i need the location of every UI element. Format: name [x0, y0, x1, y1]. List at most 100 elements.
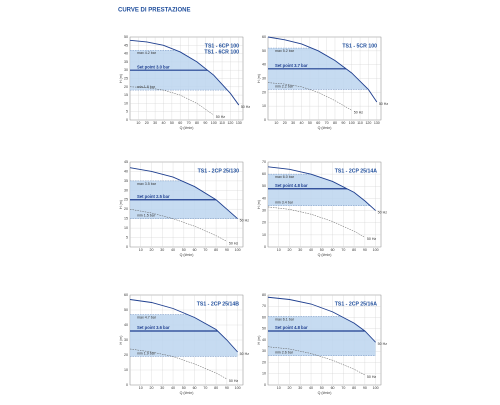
- min-label: min 1.9 bar: [137, 351, 156, 355]
- x-axis-label: Q (l/min): [180, 391, 194, 395]
- y-tick-label: 40: [124, 169, 128, 173]
- y-tick-label: 30: [124, 68, 128, 72]
- y-tick-label: 50: [124, 35, 128, 39]
- y-tick-label: 25: [124, 76, 128, 80]
- curve-end-label: 50 Hz: [240, 219, 250, 223]
- min-label: min 1.8 bar: [137, 85, 156, 89]
- y-tick-label: 25: [124, 198, 128, 202]
- x-tick-label: 20: [288, 248, 292, 252]
- x-tick-label: 50: [182, 248, 186, 252]
- chart-title: TS1 - 6CP 100: [205, 43, 239, 49]
- x-tick-label: 70: [325, 121, 329, 125]
- x-tick-label: 70: [341, 248, 345, 252]
- x-tick-label: 20: [150, 386, 154, 390]
- curve-end-label: 50 Hz: [229, 379, 239, 383]
- y-tick-label: 10: [262, 233, 266, 237]
- y-tick-label: 40: [124, 52, 128, 56]
- y-axis-label: H (m): [119, 74, 123, 83]
- y-tick-label: 60: [262, 315, 266, 319]
- y-tick-label: 20: [262, 90, 266, 94]
- x-tick-label: 90: [363, 386, 367, 390]
- chart-title: TS1 - 5CR 100: [342, 43, 377, 49]
- y-tick-label: 35: [124, 60, 128, 64]
- x-tick-label: 100: [211, 121, 217, 125]
- x-tick-label: 10: [277, 386, 281, 390]
- y-tick-label: 80: [262, 293, 266, 297]
- max-label: max 3.5 bar: [137, 182, 157, 186]
- y-tick-label: 60: [262, 35, 266, 39]
- y-tick-label: 35: [124, 179, 128, 183]
- y-tick-label: 10: [262, 104, 266, 108]
- x-tick-label: 70: [203, 248, 207, 252]
- x-tick-label: 40: [309, 386, 313, 390]
- setpoint-label: Set point 3.6 bar: [137, 325, 170, 330]
- x-axis-label: Q (l/min): [180, 253, 194, 257]
- x-tick-label: 90: [203, 121, 207, 125]
- chart-title: TS1 - 2CP 25/16A: [335, 301, 378, 307]
- chart-title: TS1 - 2CP 25/14A: [335, 168, 378, 174]
- x-tick-label: 80: [195, 121, 199, 125]
- x-tick-label: 80: [333, 121, 337, 125]
- y-tick-label: 45: [124, 160, 128, 164]
- setpoint-label: Set point 3.0 bar: [137, 64, 170, 69]
- x-axis-label: Q (l/min): [318, 126, 332, 130]
- max-label: max 5.2 bar: [275, 49, 295, 53]
- x-tick-label: 120: [365, 121, 371, 125]
- y-tick-label: 70: [262, 304, 266, 308]
- x-tick-label: 100: [373, 386, 379, 390]
- y-tick-label: 0: [126, 383, 128, 387]
- y-axis-label: H (m): [119, 200, 123, 209]
- x-tick-label: 60: [316, 121, 320, 125]
- y-tick-label: 5: [126, 110, 128, 114]
- x-tick-label: 70: [203, 386, 207, 390]
- x-axis-label: Q (l/min): [318, 253, 332, 257]
- x-tick-label: 40: [161, 121, 165, 125]
- min-label: min 3.4 bar: [275, 201, 294, 205]
- y-tick-label: 60: [262, 172, 266, 176]
- y-tick-label: 0: [264, 118, 266, 122]
- x-tick-label: 20: [288, 386, 292, 390]
- setpoint-label: Set point 2.5 bar: [137, 194, 170, 199]
- y-tick-label: 20: [124, 353, 128, 357]
- y-tick-label: 30: [262, 209, 266, 213]
- y-tick-label: 50: [262, 49, 266, 53]
- y-axis-label: H (m): [257, 74, 261, 83]
- y-tick-label: 30: [124, 338, 128, 342]
- curve-end-label: 50 Hz: [216, 115, 226, 119]
- setpoint-label: Set point 4.8 bar: [275, 325, 308, 330]
- x-tick-label: 110: [219, 121, 225, 125]
- y-axis-label: H (m): [119, 336, 123, 345]
- max-label: max 4.2 bar: [137, 51, 157, 55]
- y-tick-label: 40: [262, 63, 266, 67]
- chart-title: TS1 - 2CP 25/130: [198, 168, 240, 174]
- y-tick-label: 15: [124, 217, 128, 221]
- x-tick-label: 10: [139, 386, 143, 390]
- max-label: max 6.1 bar: [275, 317, 295, 321]
- x-tick-label: 70: [187, 121, 191, 125]
- x-tick-label: 30: [153, 121, 157, 125]
- y-tick-label: 5: [126, 236, 128, 240]
- x-tick-label: 20: [283, 121, 287, 125]
- curve: [129, 208, 227, 242]
- min-label: min 2.2 bar: [275, 85, 294, 89]
- x-tick-label: 80: [352, 248, 356, 252]
- operating-zone: [268, 316, 376, 356]
- y-tick-label: 50: [262, 327, 266, 331]
- x-tick-label: 30: [298, 386, 302, 390]
- y-tick-label: 20: [124, 207, 128, 211]
- x-tick-label: 40: [309, 248, 313, 252]
- x-tick-label: 40: [171, 248, 175, 252]
- x-tick-label: 50: [170, 121, 174, 125]
- x-tick-label: 100: [235, 386, 241, 390]
- y-tick-label: 40: [262, 338, 266, 342]
- curve-end-label: 50 Hz: [379, 102, 389, 106]
- x-tick-label: 60: [331, 248, 335, 252]
- chart: 0 10 20 30 40 50 60 10 20 30 40 50 60 70 80 90 100 110 120…: [257, 35, 388, 130]
- x-tick-label: 20: [145, 121, 149, 125]
- x-tick-label: 70: [341, 386, 345, 390]
- curve-end-label: 50 Hz: [240, 352, 250, 356]
- x-tick-label: 90: [225, 386, 229, 390]
- setpoint-label: Set point 3.7 bar: [275, 63, 308, 68]
- y-tick-label: 15: [124, 93, 128, 97]
- chart: 0 5 10 15 20 25 30 35 40 45 10 20 30 40 50 60 70 80 90 100 Q…: [119, 160, 249, 257]
